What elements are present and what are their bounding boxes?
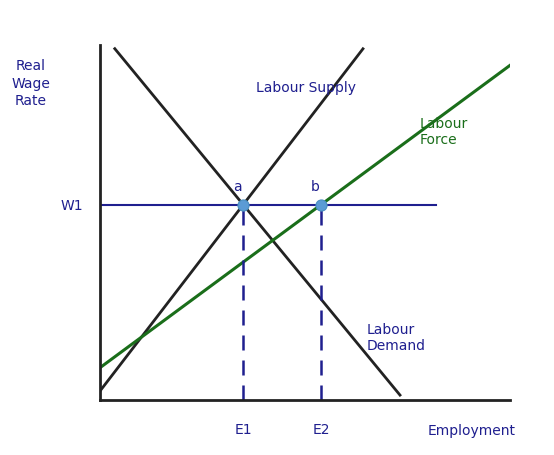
Text: W1: W1	[61, 198, 83, 212]
Text: Labour Supply: Labour Supply	[255, 81, 356, 95]
Text: Real
Wage
Rate: Real Wage Rate	[11, 59, 50, 108]
Text: b: b	[311, 180, 320, 194]
Text: Employment: Employment	[427, 423, 515, 437]
Text: a: a	[233, 180, 242, 194]
Text: Labour
Demand: Labour Demand	[366, 322, 425, 353]
Text: E1: E1	[234, 422, 252, 436]
Text: E2: E2	[312, 422, 330, 436]
Text: Labour
Force: Labour Force	[419, 116, 468, 147]
